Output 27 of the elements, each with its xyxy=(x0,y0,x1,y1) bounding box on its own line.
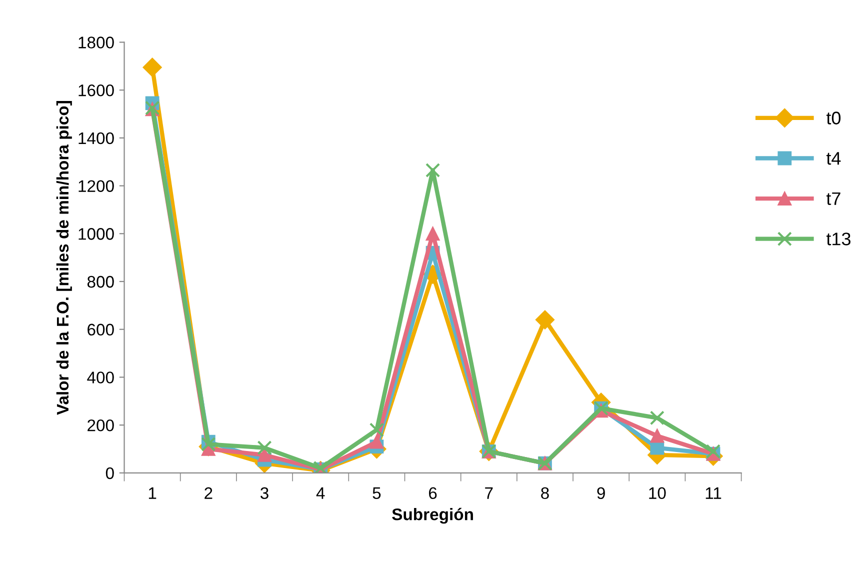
x-tick-label: 9 xyxy=(597,487,605,500)
legend-label: t4 xyxy=(826,152,841,165)
legend-label: t13 xyxy=(826,232,850,246)
y-tick-label: 1200 xyxy=(78,180,114,192)
y-tick-label: 600 xyxy=(88,324,114,336)
x-tick-label: 4 xyxy=(316,487,325,499)
y-tick-label: 1000 xyxy=(78,228,114,240)
x-tick-label: 1 xyxy=(148,487,156,499)
x-tick-label: 2 xyxy=(204,487,212,499)
x-tick-label: 5 xyxy=(372,487,381,500)
x-tick-label: 8 xyxy=(541,487,549,500)
y-tick-label: 200 xyxy=(88,419,114,432)
legend-label: t7 xyxy=(826,192,840,206)
legend-label: t0 xyxy=(826,112,841,124)
y-tick-label: 1400 xyxy=(78,132,114,144)
x-tick-label: 3 xyxy=(260,487,268,500)
y-tick-label: 0 xyxy=(106,467,114,480)
x-tick-label: 7 xyxy=(485,487,493,499)
x-axis-title: Subregión xyxy=(392,508,473,524)
x-tick-label: 6 xyxy=(428,487,437,500)
y-tick-label: 800 xyxy=(87,276,114,288)
y-tick-label: 1800 xyxy=(78,36,114,48)
y-axis-title: Valor de la F.O. [miles de min/hora pico] xyxy=(56,101,72,415)
x-tick-label: 11 xyxy=(706,487,722,499)
x-tick-label: 10 xyxy=(649,487,666,500)
y-tick-label: 400 xyxy=(87,372,114,384)
y-tick-label: 1600 xyxy=(78,84,114,96)
